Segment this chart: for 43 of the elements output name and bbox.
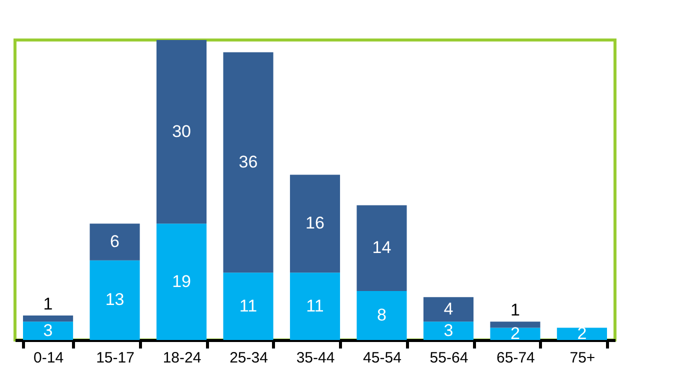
bar	[290, 174, 340, 273]
data-label: 4	[444, 299, 454, 318]
x-tick-label: 0-14	[34, 350, 64, 366]
bar	[423, 322, 474, 340]
data-label: 3	[43, 320, 53, 340]
bar	[556, 328, 607, 340]
x-tick-label: 35-44	[296, 350, 335, 366]
bar	[23, 316, 74, 322]
data-label: 2	[510, 324, 520, 343]
bar	[223, 272, 274, 340]
x-tick-label: 18-24	[162, 350, 202, 366]
bar	[356, 291, 407, 340]
bar	[356, 205, 407, 292]
bar	[23, 322, 74, 340]
bar	[490, 322, 540, 328]
data-label: 30	[172, 122, 191, 141]
x-tick-label: 55-64	[430, 350, 468, 366]
data-label: 6	[110, 232, 120, 252]
data-label: 11	[239, 296, 258, 316]
data-label: 19	[172, 272, 191, 291]
x-tick-label: 25-34	[230, 350, 268, 366]
bar	[223, 52, 274, 273]
data-label: 36	[238, 152, 258, 172]
bar	[290, 272, 340, 340]
x-tick-label: 65-74	[496, 350, 535, 366]
data-label: 11	[306, 296, 324, 316]
data-label: 1	[43, 294, 53, 314]
bar	[90, 260, 140, 340]
x-tick-label: 45-54	[363, 350, 402, 366]
data-label: 16	[306, 214, 324, 233]
data-label: 13	[105, 290, 124, 310]
data-label: 3	[444, 320, 454, 340]
bar	[156, 224, 207, 340]
x-tick-label: 75+	[570, 350, 596, 366]
data-label: 14	[372, 238, 392, 258]
x-tick-label: 15-17	[96, 350, 134, 366]
bar	[156, 40, 207, 224]
data-label: 1	[510, 300, 520, 320]
data-label: 2	[577, 324, 587, 343]
data-label: 8	[377, 306, 386, 325]
bar	[90, 224, 140, 260]
bar	[490, 328, 540, 340]
bar	[423, 297, 474, 322]
